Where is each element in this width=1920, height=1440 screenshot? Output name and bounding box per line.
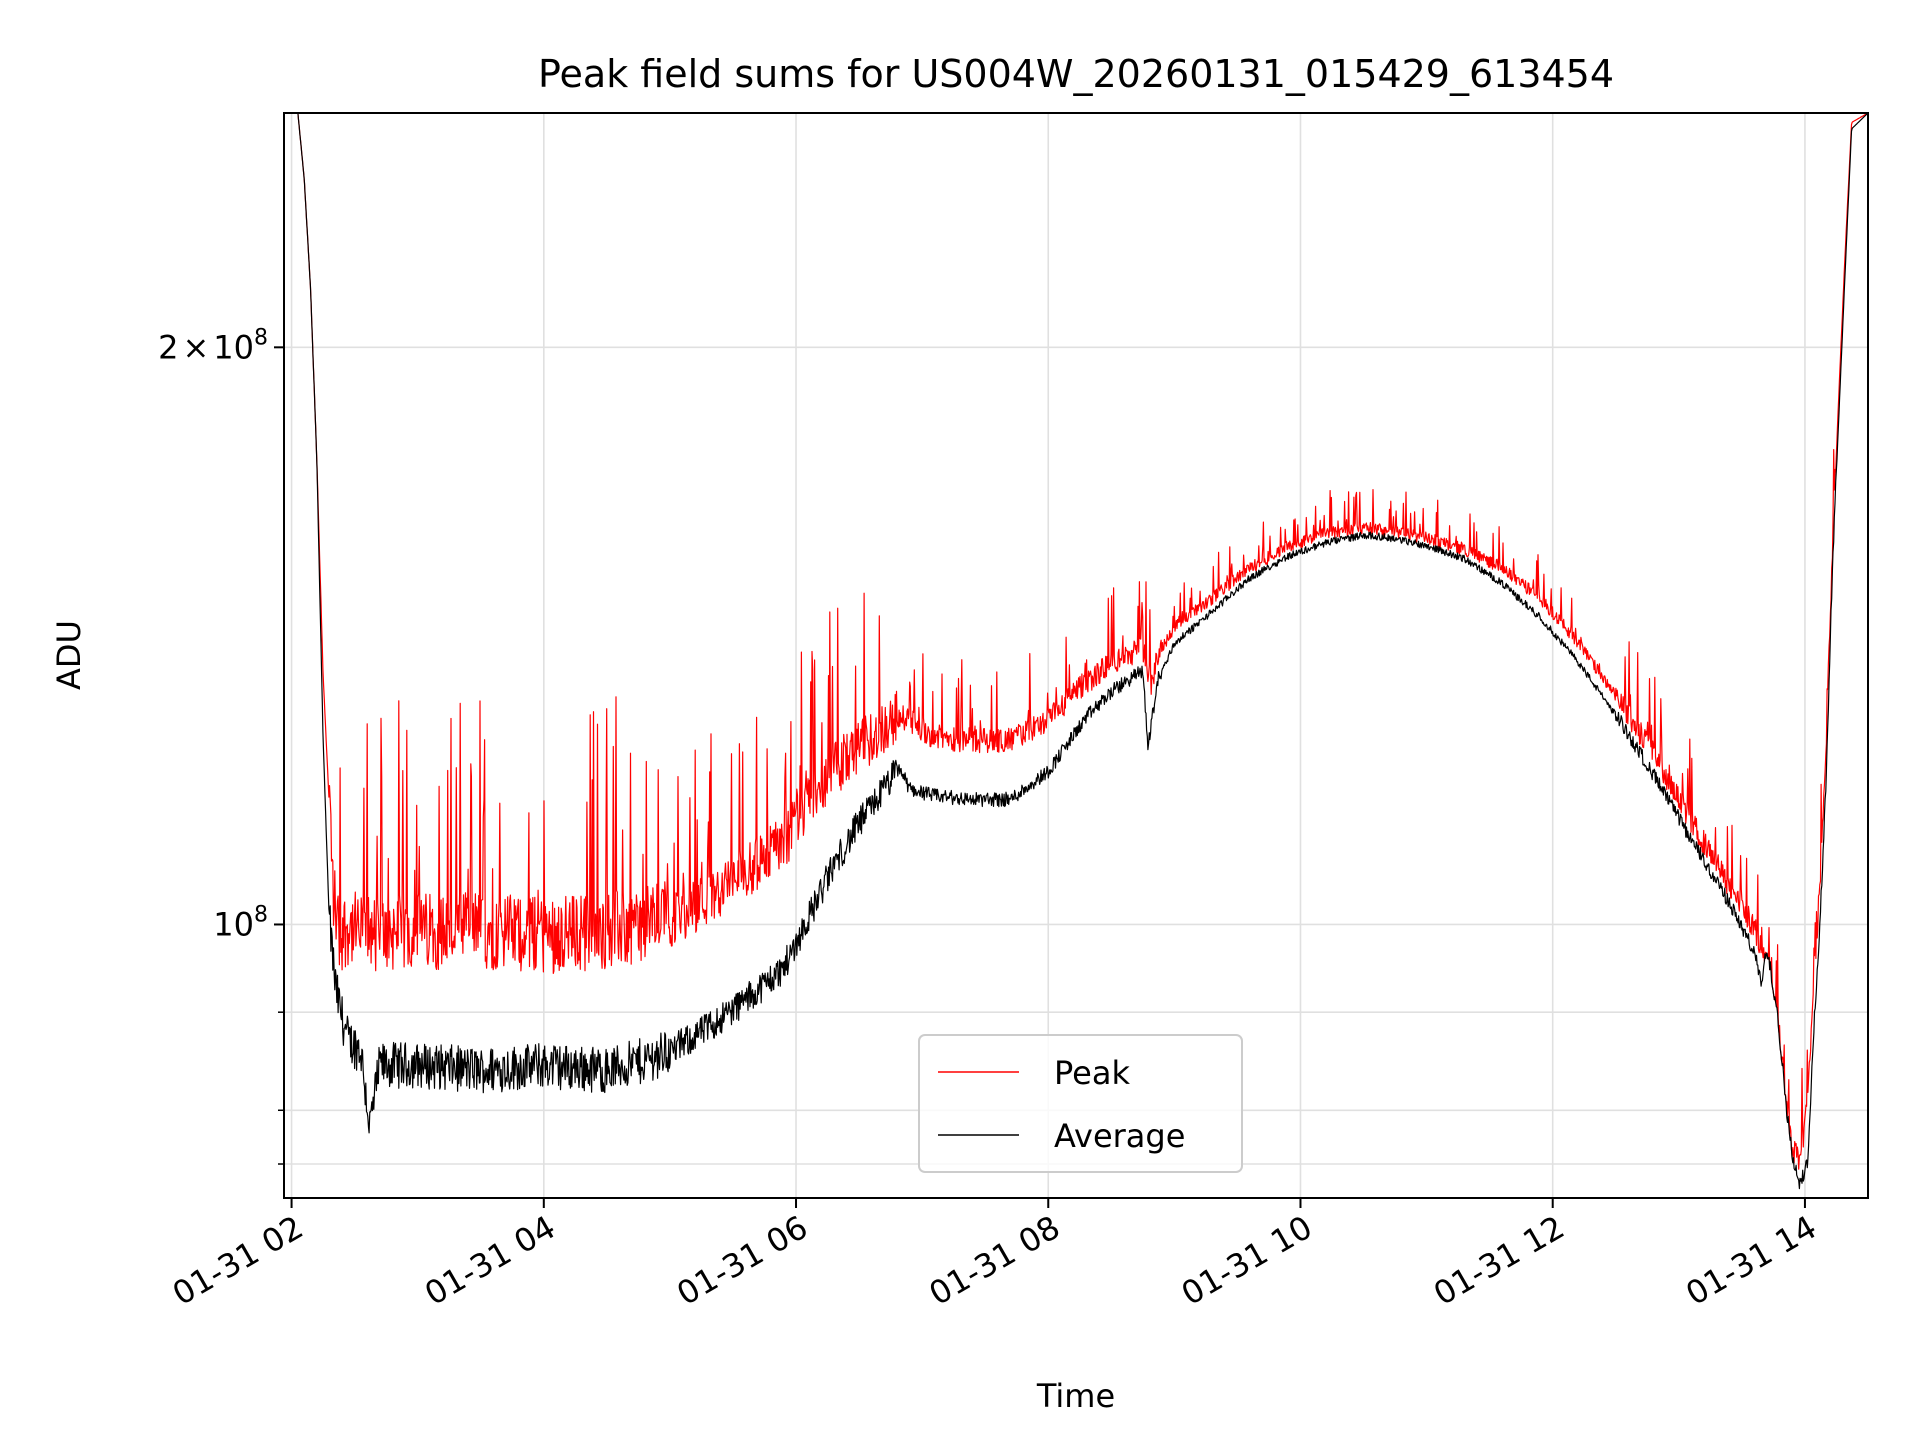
legend-box: [918, 1034, 1243, 1173]
y-tick-label-part: 8: [254, 325, 268, 350]
y-axis-label: ADU: [50, 620, 88, 690]
y-tick-label-part: 10: [213, 905, 254, 943]
y-tick-label: 108: [213, 902, 268, 943]
x-axis-label: Time: [1036, 1377, 1115, 1415]
y-tick-label-part: 10: [213, 328, 254, 366]
plot-frame: [283, 112, 1869, 1199]
y-tick-label: 2 × 108: [158, 325, 268, 366]
peak-series-line: [284, 112, 1869, 1170]
grid: [284, 113, 1868, 1198]
legend-average-label: Average: [1054, 1117, 1185, 1155]
y-tick-label-part: 2: [158, 328, 178, 366]
series-layer: [284, 112, 1869, 1190]
legend-peak-label: Peak: [1054, 1054, 1130, 1092]
average-series-line: [284, 112, 1869, 1190]
legend: Peak Average: [918, 1034, 1243, 1173]
y-tick-label-part: 8: [254, 902, 268, 927]
chart-title: Peak field sums for US004W_20260131_0154…: [538, 52, 1614, 96]
y-tick-label-part: ×: [182, 328, 209, 366]
